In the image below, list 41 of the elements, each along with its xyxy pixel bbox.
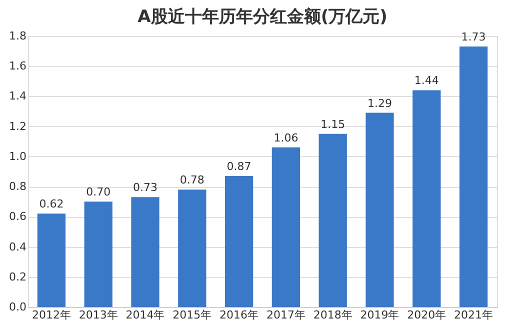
x-tick-label: 2020年 [407,308,446,322]
data-label: 1.29 [368,96,392,110]
data-label: 1.44 [414,74,439,88]
bar [178,190,206,307]
bar [131,197,160,307]
data-label: 0.78 [180,174,204,187]
y-tick-label: 0.0 [9,300,26,314]
bar [224,176,254,307]
data-label: 0.70 [86,186,111,199]
y-tick-label: 0.6 [9,210,26,224]
data-label: 0.87 [226,160,252,174]
x-tick-label: 2012年 [32,308,71,322]
data-label: 0.73 [133,181,158,194]
y-tick-label: 0.8 [9,180,26,194]
x-tick-label: 2013年 [78,308,118,322]
y-tick-label: 1.4 [9,90,26,103]
y-tick-label: 0.2 [9,270,26,284]
bar [37,214,66,307]
bar [459,46,488,307]
data-label: 1.15 [320,118,346,131]
y-tick-label: 1.6 [9,60,26,73]
x-tick-label: 2018年 [313,308,352,322]
x-tick-label: 2017年 [266,308,306,322]
chart-title: A股近十年历年分红金额(万亿元) [138,7,388,27]
bar [366,112,394,307]
bar [84,202,112,307]
x-tick-label: 2015年 [172,308,212,322]
x-tick-label: 2021年 [454,308,494,322]
bar [412,90,441,307]
bar [318,134,347,307]
x-tick-label: 2014年 [126,308,165,322]
y-tick-label: 1.8 [9,30,26,42]
y-tick-label: 0.4 [9,240,26,254]
bar [272,147,300,307]
data-label: 1.06 [274,131,298,144]
y-tick-label: 1.2 [9,120,26,133]
y-tick-label: 1.0 [9,150,26,163]
x-tick-label: 2019年 [360,308,400,322]
data-label: 1.73 [461,30,486,44]
x-tick-label: 2016年 [220,308,259,322]
data-label: 0.62 [39,198,64,211]
